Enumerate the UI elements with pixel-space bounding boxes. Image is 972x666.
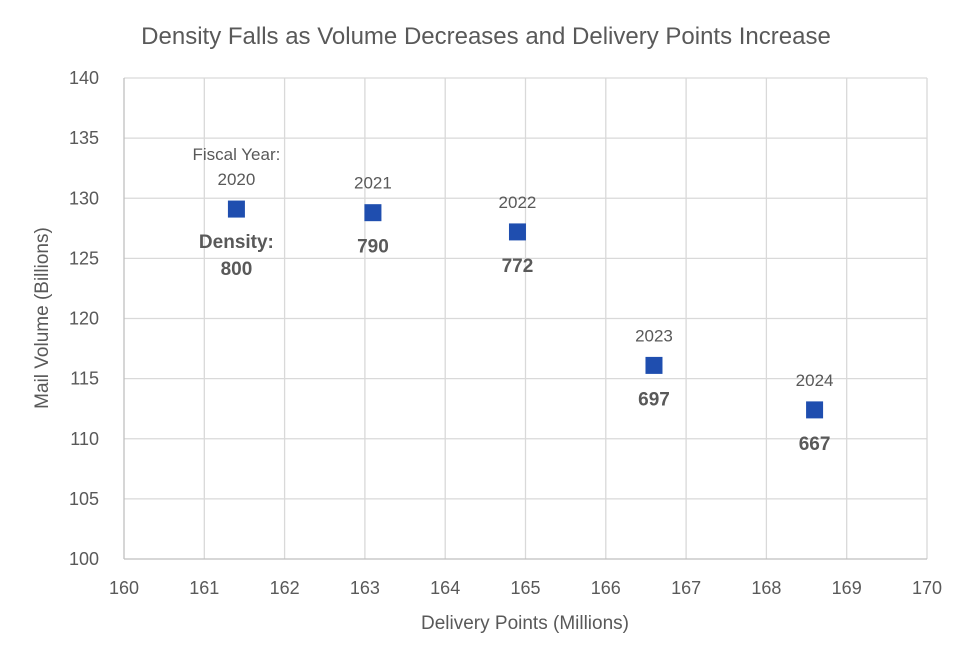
x-tick-label: 170 <box>912 578 942 598</box>
density-value-label: 697 <box>638 389 670 410</box>
grid-lines <box>123 77 928 560</box>
x-tick-label: 163 <box>350 578 380 598</box>
data-labels: Fiscal Year: 2020 Density: 800 2021 790 2022 77… <box>192 145 833 455</box>
y-tick-label: 135 <box>69 128 99 148</box>
y-axis-title: Mail Volume (Billions) <box>32 227 53 409</box>
data-point <box>806 401 824 419</box>
tick-labels: 160 161 162 163 164 165 166 167 168 169 170 100 105 1… <box>69 68 942 598</box>
data-point <box>364 204 382 222</box>
density-value-label: 800 <box>221 259 253 280</box>
year-label: 2021 <box>354 174 392 193</box>
y-tick-label: 110 <box>70 429 99 449</box>
data-point <box>508 223 526 241</box>
y-tick-label: 115 <box>70 369 99 389</box>
density-value-label: 667 <box>799 434 831 455</box>
year-label: 2023 <box>635 326 673 345</box>
data-point <box>227 200 245 218</box>
x-tick-label: 169 <box>832 578 862 598</box>
x-tick-label: 165 <box>510 578 540 598</box>
year-label: 2022 <box>499 193 537 212</box>
x-tick-label: 168 <box>751 578 781 598</box>
chart-title: Density Falls as Volume Decreases and De… <box>141 23 831 50</box>
x-tick-label: 160 <box>109 578 139 598</box>
x-tick-label: 161 <box>189 578 219 598</box>
y-tick-label: 100 <box>69 549 99 569</box>
y-tick-label: 105 <box>69 489 99 509</box>
density-prefix-label: Density: <box>199 232 274 253</box>
y-tick-label: 125 <box>69 248 99 268</box>
x-tick-label: 162 <box>270 578 300 598</box>
year-label: 2020 <box>218 170 256 189</box>
x-axis-title: Delivery Points (Millions) <box>421 613 629 634</box>
fiscal-year-prefix-label: Fiscal Year: <box>192 145 280 164</box>
density-value-label: 790 <box>357 237 389 258</box>
data-point <box>645 356 663 374</box>
x-tick-label: 166 <box>591 578 621 598</box>
year-label: 2024 <box>796 371 834 390</box>
density-value-label: 772 <box>502 256 534 277</box>
x-tick-label: 164 <box>430 578 460 598</box>
y-tick-label: 120 <box>69 309 99 329</box>
y-tick-label: 140 <box>69 68 99 88</box>
x-tick-label: 167 <box>671 578 701 598</box>
y-tick-label: 130 <box>69 188 99 208</box>
data-points <box>227 200 824 419</box>
